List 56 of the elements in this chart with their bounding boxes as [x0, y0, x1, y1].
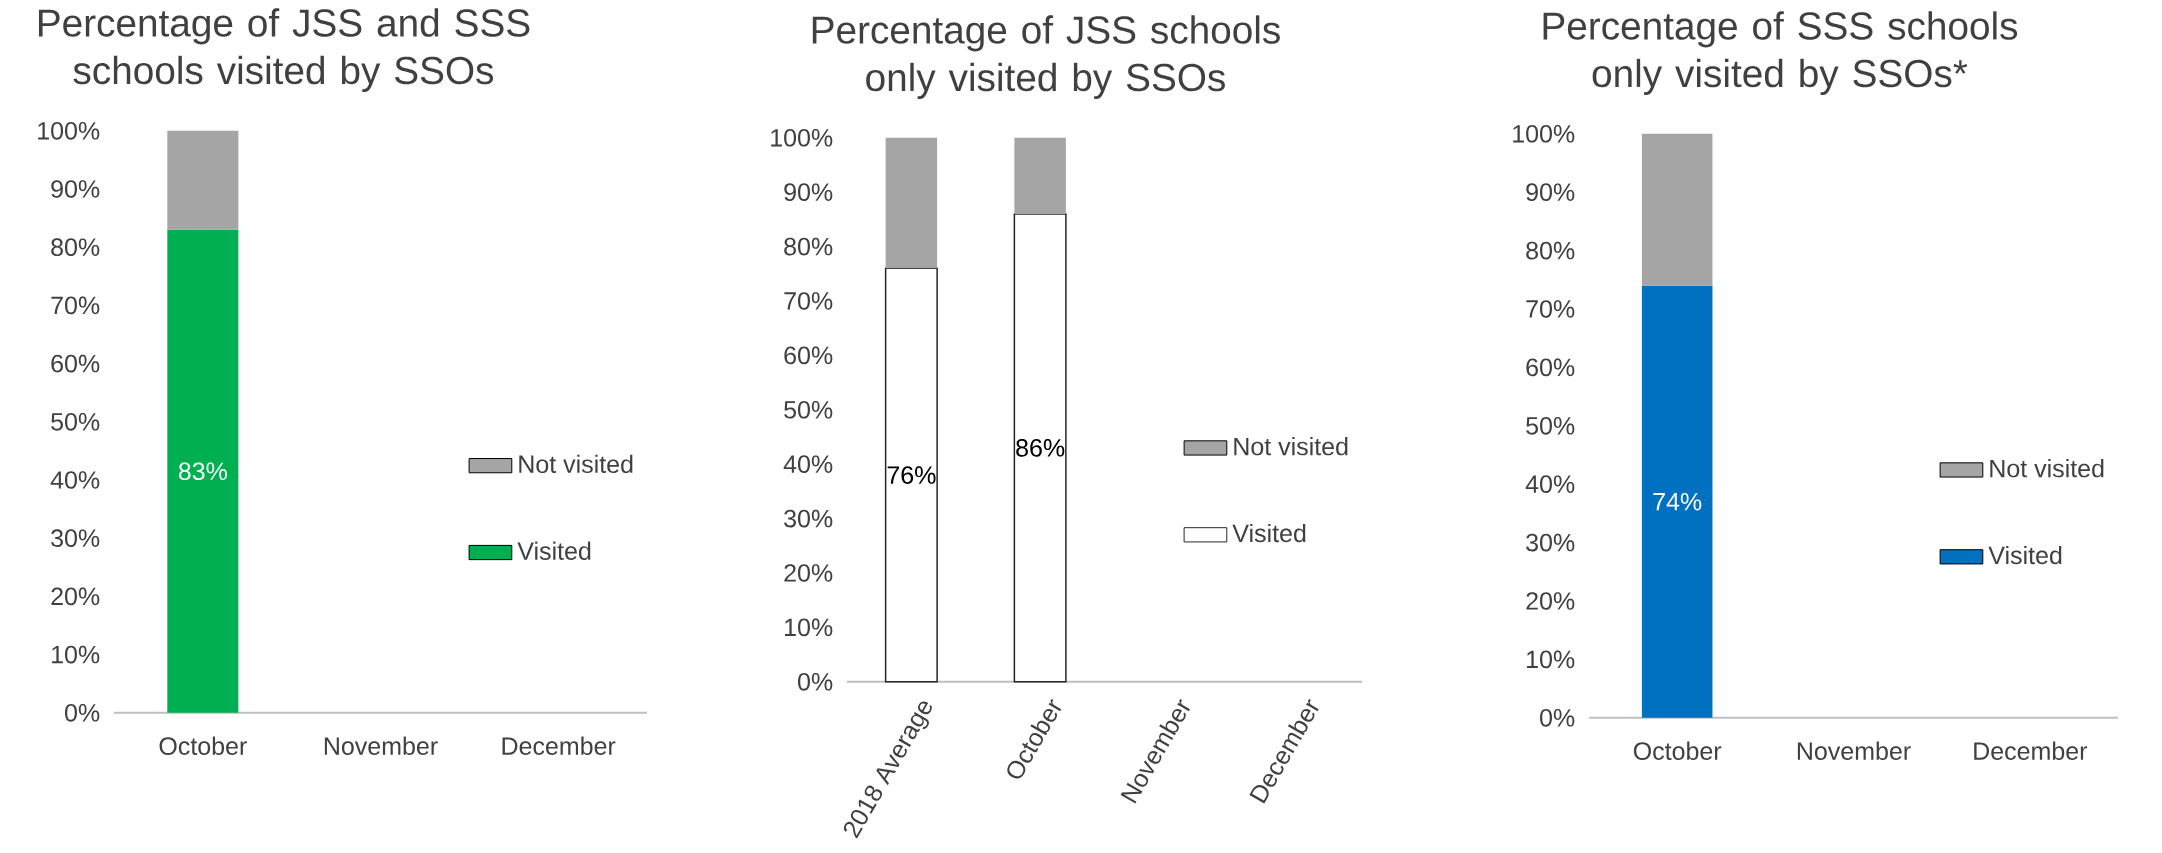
legend-label: Not visited	[1234, 436, 1348, 456]
y-tick-label: 100%	[1513, 124, 1575, 143]
chart-title: Percentage of JSS schools only visited by SSOs	[812, 15, 1280, 99]
legend-label: Not visited	[519, 454, 633, 473]
y-tick-label: 50%	[784, 400, 833, 419]
y-tick-label: 60%	[784, 346, 833, 364]
bar	[885, 137, 938, 269]
y-tick-label: 60%	[51, 354, 100, 373]
data-label: 83%	[178, 462, 227, 480]
y-tick-label: 30%	[1526, 533, 1575, 552]
legend-label: Visited	[1988, 545, 2062, 564]
y-tick-label: 80%	[784, 237, 833, 256]
y-tick-label: 0%	[798, 672, 833, 691]
y-tick-label: 10%	[1527, 650, 1575, 668]
legend-label: Visited	[517, 541, 591, 560]
bar	[1014, 137, 1066, 214]
bar	[884, 267, 938, 683]
y-tick-label: 10%	[52, 645, 100, 664]
x-tick-label: November	[1797, 741, 1911, 760]
y-tick-label: 100%	[771, 128, 833, 147]
x-tick-label: November	[324, 736, 438, 755]
y-tick-label: 30%	[784, 509, 833, 528]
y-tick-label: 50%	[51, 412, 100, 431]
y-tick-label: 60%	[1526, 358, 1575, 376]
y-tick-label: 100%	[38, 121, 100, 140]
y-tick-label: 0%	[1540, 708, 1575, 727]
y-tick-label: 90%	[784, 183, 833, 201]
y-tick-label: 30%	[51, 529, 100, 547]
y-tick-label: 0%	[65, 703, 100, 722]
y-tick-label: 90%	[1526, 183, 1575, 201]
y-tick-label: 90%	[51, 179, 100, 198]
y-tick-label: 10%	[785, 618, 833, 636]
y-tick-label: 40%	[50, 470, 100, 489]
legend-label: Not visited	[1990, 458, 2104, 478]
y-tick-label: 20%	[51, 587, 100, 605]
y-tick-label: 20%	[784, 563, 833, 582]
y-tick-label: 80%	[1526, 241, 1575, 260]
data-label: 74%	[1653, 492, 1702, 511]
chart-title: Percentage of JSS and SSS schools visited by SSOs	[38, 8, 530, 92]
data-label: 76%	[887, 465, 936, 484]
y-tick-label: 40%	[1525, 475, 1575, 493]
y-tick-label: 70%	[51, 296, 100, 314]
y-tick-label: 20%	[1526, 591, 1575, 610]
bar	[1013, 212, 1067, 683]
y-tick-label: 50%	[1526, 416, 1575, 435]
x-tick-label: October	[1633, 741, 1722, 760]
x-tick-label: December	[1974, 741, 2088, 760]
y-tick-label: 80%	[51, 238, 100, 256]
x-tick-label: October	[159, 736, 247, 755]
x-tick-label: December	[502, 736, 616, 755]
y-tick-label: 70%	[784, 291, 833, 310]
legend-label: Visited	[1232, 523, 1306, 542]
y-tick-label: 40%	[783, 455, 833, 473]
data-label: 86%	[1016, 438, 1065, 457]
y-tick-label: 70%	[1526, 299, 1575, 318]
chart-title: Percentage of SSS schools only visited by SSOs*	[1543, 11, 2018, 95]
